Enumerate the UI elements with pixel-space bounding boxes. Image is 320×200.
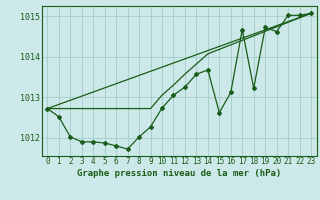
X-axis label: Graphe pression niveau de la mer (hPa): Graphe pression niveau de la mer (hPa): [77, 169, 281, 178]
